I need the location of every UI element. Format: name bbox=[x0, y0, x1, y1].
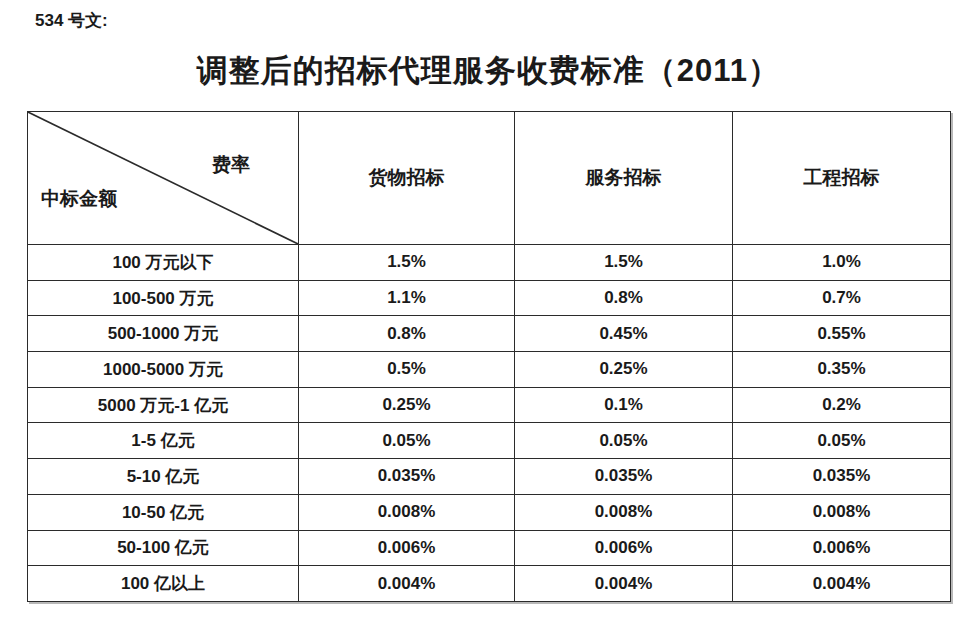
fee-table-header: 费率 中标金额 货物招标 服务招标 工程招标 bbox=[28, 112, 951, 245]
rate-value-cell: 0.25% bbox=[515, 352, 733, 388]
rate-value-cell: 0.008% bbox=[515, 494, 733, 530]
column-header-goods: 货物招标 bbox=[299, 112, 515, 245]
amount-range-cell: 100-500 万元 bbox=[28, 280, 299, 316]
amount-range-cell: 100 万元以下 bbox=[28, 245, 299, 281]
rate-value-cell: 0.004% bbox=[733, 566, 951, 602]
rate-value-cell: 0.5% bbox=[299, 352, 515, 388]
table-row: 1000-5000 万元0.5%0.25%0.35% bbox=[28, 352, 951, 388]
fee-table-body: 100 万元以下1.5%1.5%1.0%100-500 万元1.1%0.8%0.… bbox=[28, 245, 951, 602]
table-row: 10-50 亿元0.008%0.008%0.008% bbox=[28, 494, 951, 530]
rate-value-cell: 1.5% bbox=[515, 245, 733, 281]
amount-range-cell: 1000-5000 万元 bbox=[28, 352, 299, 388]
rate-value-cell: 0.035% bbox=[515, 459, 733, 495]
amount-range-cell: 500-1000 万元 bbox=[28, 316, 299, 352]
rate-value-cell: 0.1% bbox=[515, 387, 733, 423]
table-row: 500-1000 万元0.8%0.45%0.55% bbox=[28, 316, 951, 352]
rate-value-cell: 0.008% bbox=[733, 494, 951, 530]
corner-header-cell: 费率 中标金额 bbox=[28, 112, 299, 245]
table-row: 100 亿以上0.004%0.004%0.004% bbox=[28, 566, 951, 602]
page-title: 调整后的招标代理服务收费标准（2011） bbox=[27, 50, 950, 92]
rate-value-cell: 0.006% bbox=[299, 530, 515, 566]
rate-value-cell: 0.25% bbox=[299, 387, 515, 423]
rate-value-cell: 0.55% bbox=[733, 316, 951, 352]
rate-value-cell: 0.05% bbox=[515, 423, 733, 459]
table-row: 100 万元以下1.5%1.5%1.0% bbox=[28, 245, 951, 281]
fee-table: 费率 中标金额 货物招标 服务招标 工程招标 100 万元以下1.5%1.5%1… bbox=[27, 111, 951, 602]
amount-range-cell: 100 亿以上 bbox=[28, 566, 299, 602]
amount-range-cell: 50-100 亿元 bbox=[28, 530, 299, 566]
rate-value-cell: 1.5% bbox=[299, 245, 515, 281]
rate-value-cell: 0.2% bbox=[733, 387, 951, 423]
corner-label-rate: 费率 bbox=[212, 152, 250, 178]
header-row: 费率 中标金额 货物招标 服务招标 工程招标 bbox=[28, 112, 951, 245]
rate-value-cell: 0.8% bbox=[299, 316, 515, 352]
rate-value-cell: 0.45% bbox=[515, 316, 733, 352]
rate-value-cell: 0.8% bbox=[515, 280, 733, 316]
amount-range-cell: 1-5 亿元 bbox=[28, 423, 299, 459]
rate-value-cell: 0.004% bbox=[299, 566, 515, 602]
amount-range-cell: 5-10 亿元 bbox=[28, 459, 299, 495]
table-row: 1-5 亿元0.05%0.05%0.05% bbox=[28, 423, 951, 459]
rate-value-cell: 0.035% bbox=[299, 459, 515, 495]
column-header-services: 服务招标 bbox=[515, 112, 733, 245]
document-page: 534 号文: 调整后的招标代理服务收费标准（2011） 费率 中标金额 货物招… bbox=[0, 0, 979, 629]
rate-value-cell: 1.0% bbox=[733, 245, 951, 281]
amount-range-cell: 10-50 亿元 bbox=[28, 494, 299, 530]
rate-value-cell: 0.35% bbox=[733, 352, 951, 388]
table-row: 50-100 亿元0.006%0.006%0.006% bbox=[28, 530, 951, 566]
rate-value-cell: 0.05% bbox=[733, 423, 951, 459]
rate-value-cell: 0.004% bbox=[515, 566, 733, 602]
amount-range-cell: 5000 万元-1 亿元 bbox=[28, 387, 299, 423]
rate-value-cell: 0.7% bbox=[733, 280, 951, 316]
rate-value-cell: 1.1% bbox=[299, 280, 515, 316]
column-header-engineering: 工程招标 bbox=[733, 112, 951, 245]
doc-number-label: 534 号文: bbox=[35, 9, 108, 32]
rate-value-cell: 0.008% bbox=[299, 494, 515, 530]
rate-value-cell: 0.035% bbox=[733, 459, 951, 495]
corner-label-amount: 中标金额 bbox=[41, 186, 117, 212]
table-row: 100-500 万元1.1%0.8%0.7% bbox=[28, 280, 951, 316]
rate-value-cell: 0.05% bbox=[299, 423, 515, 459]
diagonal-divider-line bbox=[28, 112, 298, 244]
rate-value-cell: 0.006% bbox=[733, 530, 951, 566]
rate-value-cell: 0.006% bbox=[515, 530, 733, 566]
table-row: 5000 万元-1 亿元0.25%0.1%0.2% bbox=[28, 387, 951, 423]
table-row: 5-10 亿元0.035%0.035%0.035% bbox=[28, 459, 951, 495]
